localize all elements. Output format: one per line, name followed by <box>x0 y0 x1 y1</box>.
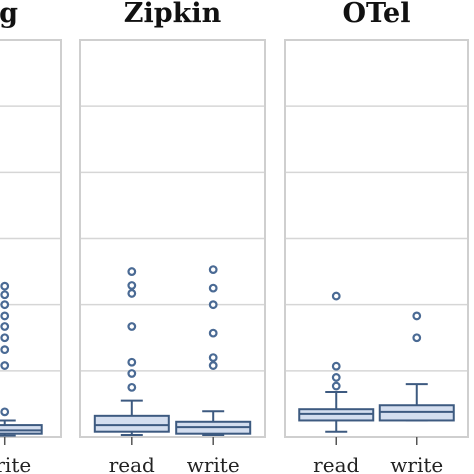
panel-frame <box>284 39 469 438</box>
outlier-point <box>208 283 218 293</box>
outlier-point <box>331 373 341 382</box>
outlier-point <box>331 291 341 301</box>
outlier-point <box>127 382 137 392</box>
outlier-point <box>0 281 10 291</box>
box-read <box>93 267 170 437</box>
x-tick-label: read <box>313 453 359 474</box>
panel-title: Tracing <box>0 0 18 29</box>
outlier-point <box>208 300 218 310</box>
outlier-point <box>0 407 10 417</box>
box-read <box>298 291 375 433</box>
outlier-point <box>127 357 137 367</box>
box-write <box>175 265 252 437</box>
outlier-point <box>331 381 341 391</box>
outlier-point <box>0 311 10 321</box>
outlier-point <box>208 265 218 274</box>
outlier-point <box>208 328 218 338</box>
outlier-point <box>127 281 137 290</box>
x-tick-label: write <box>390 453 443 474</box>
panel-title: Zipkin <box>124 0 222 29</box>
box-write <box>0 281 43 437</box>
outlier-point <box>127 369 137 378</box>
outlier-point <box>412 333 422 343</box>
x-tick-label: write <box>0 453 31 474</box>
iqr-box <box>93 414 170 433</box>
outlier-point <box>0 322 10 331</box>
outlier-point <box>0 333 10 343</box>
outlier-point <box>412 311 422 321</box>
panel-tracing: Tracingreadwrite <box>0 0 62 474</box>
outlier-point <box>127 289 137 298</box>
outlier-point <box>331 361 341 371</box>
panel-title: OTel <box>343 0 411 29</box>
x-tick-label: read <box>109 453 155 474</box>
outlier-point <box>127 322 137 331</box>
panel-zipkin: Zipkin read write <box>79 0 266 474</box>
x-tick-label: write <box>187 453 240 474</box>
outlier-point <box>0 300 10 310</box>
panel-otel: OTel read write <box>284 0 469 474</box>
outlier-point <box>0 361 10 370</box>
outlier-point <box>0 345 10 355</box>
outlier-point <box>208 353 218 363</box>
panel-frame <box>0 39 62 438</box>
outlier-point <box>208 361 218 370</box>
box-write <box>378 311 455 422</box>
outlier-point <box>0 290 10 300</box>
outlier-point <box>127 267 137 276</box>
panel-frame <box>79 39 266 438</box>
